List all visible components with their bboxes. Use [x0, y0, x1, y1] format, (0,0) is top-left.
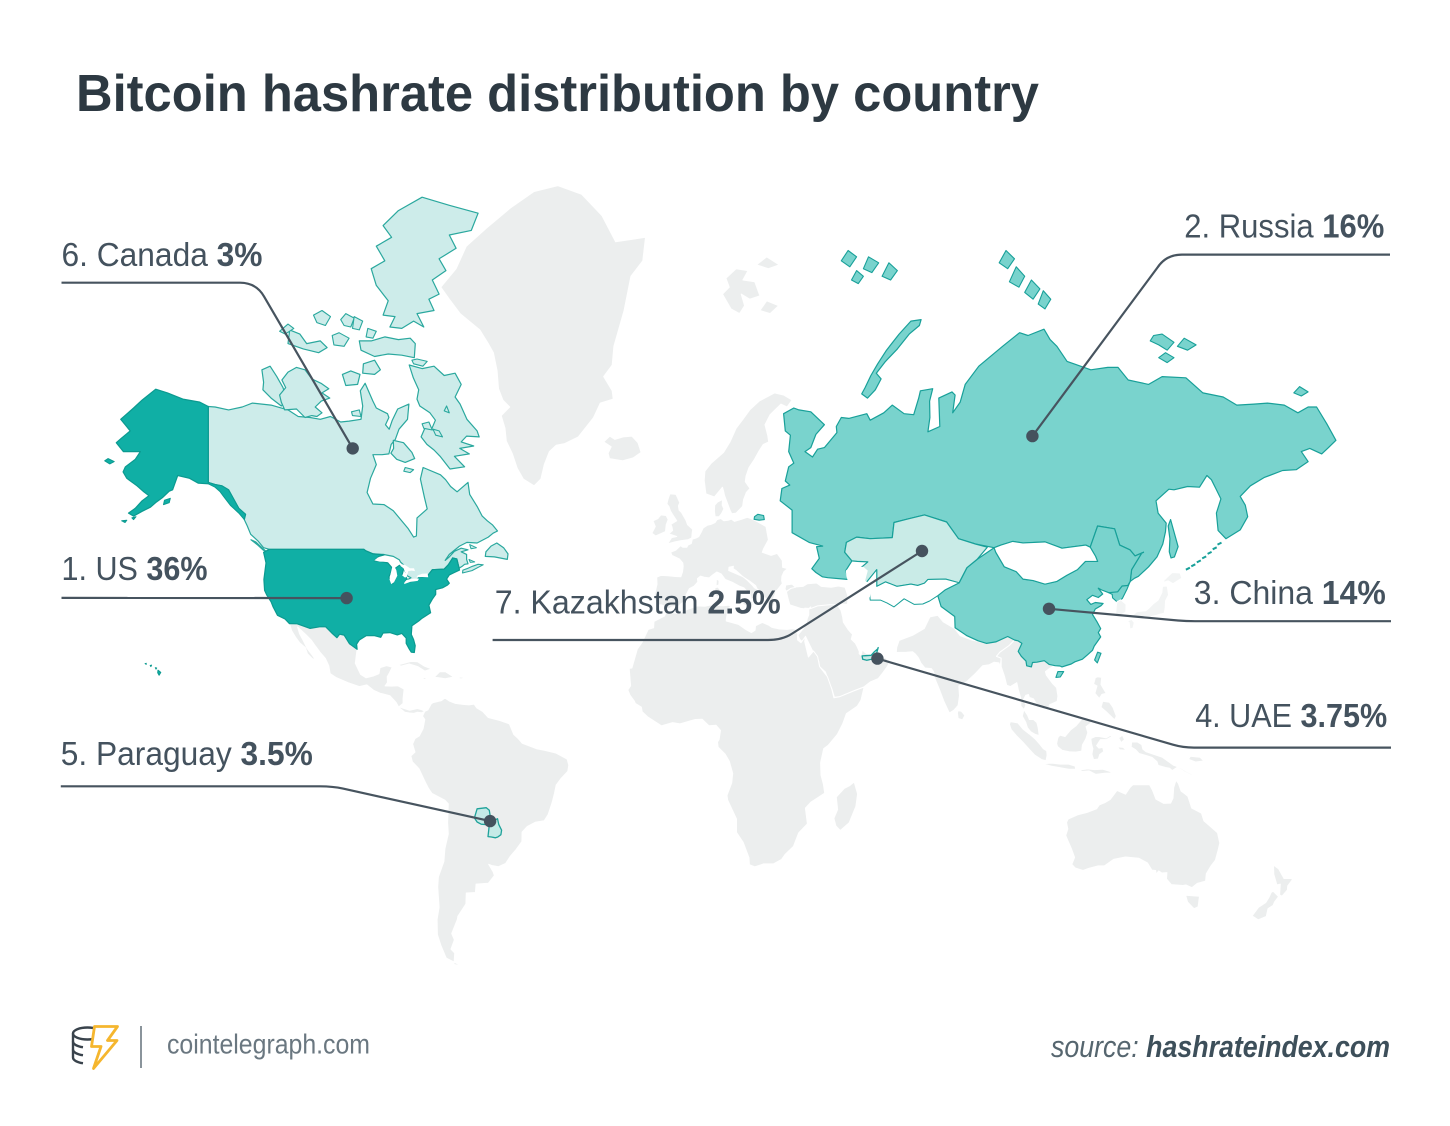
svg-text:Bitcoin hashrate distribution: Bitcoin hashrate distribution by country [76, 65, 1039, 123]
svg-text:3. China 14%: 3. China 14% [1194, 575, 1386, 612]
svg-text:1. US 36%: 1. US 36% [62, 551, 208, 588]
svg-text:source: hashrateindex.com: source: hashrateindex.com [1051, 1030, 1390, 1064]
svg-text:5. Paraguay 3.5%: 5. Paraguay 3.5% [61, 736, 313, 773]
svg-text:2. Russia 16%: 2. Russia 16% [1184, 208, 1384, 245]
svg-text:6. Canada 3%: 6. Canada 3% [62, 237, 263, 274]
svg-text:4. UAE 3.75%: 4. UAE 3.75% [1195, 698, 1387, 735]
svg-text:7. Kazakhstan 2.5%: 7. Kazakhstan 2.5% [495, 585, 781, 622]
svg-text:cointelegraph.com: cointelegraph.com [167, 1029, 370, 1060]
